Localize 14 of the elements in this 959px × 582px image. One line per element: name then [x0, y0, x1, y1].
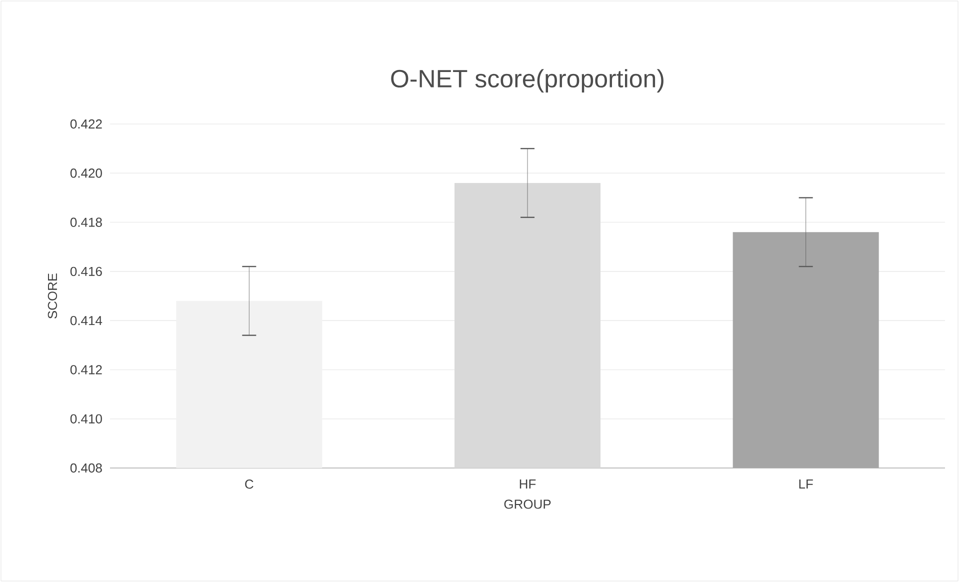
y-tick-label: 0.416: [70, 266, 102, 276]
y-tick-label: 0.414: [70, 316, 102, 326]
x-tick-label: LF: [799, 480, 813, 488]
y-tick-label: 0.420: [70, 168, 102, 178]
y-axis-title: SCORE: [48, 273, 58, 319]
y-tick-label: 0.410: [70, 414, 102, 424]
y-tick-label: 0.418: [70, 218, 102, 227]
y-tick-label: 0.412: [70, 365, 102, 374]
x-axis-title: GROUP: [504, 500, 551, 509]
chart-title: O-NET score(proportion): [391, 69, 664, 92]
y-tick-label: 0.422: [70, 119, 102, 129]
x-tick-label: HF: [520, 480, 536, 488]
x-tick-label: C: [245, 480, 254, 489]
y-tick-label: 0.408: [70, 463, 102, 473]
